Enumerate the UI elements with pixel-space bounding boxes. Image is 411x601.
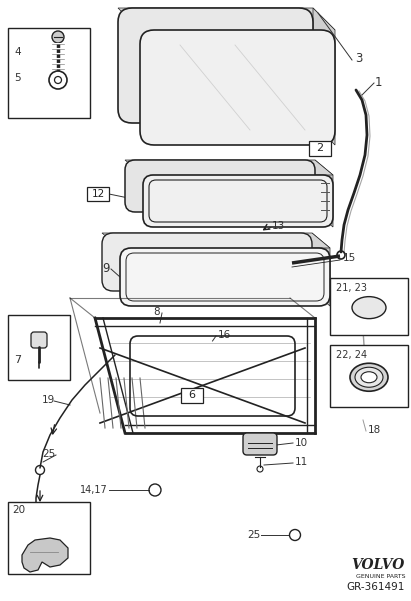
FancyBboxPatch shape [31, 332, 47, 348]
Text: 21, 23: 21, 23 [336, 283, 367, 293]
Text: 5: 5 [14, 73, 21, 83]
Ellipse shape [352, 297, 386, 319]
Text: 19: 19 [42, 395, 55, 405]
Text: 9: 9 [102, 263, 110, 275]
FancyBboxPatch shape [140, 30, 335, 145]
Text: 12: 12 [91, 189, 105, 199]
Bar [8, 28, 90, 118]
Text: 25: 25 [247, 530, 260, 540]
Text: 13: 13 [272, 221, 285, 231]
Bar [8, 315, 70, 380]
Polygon shape [315, 160, 333, 227]
FancyBboxPatch shape [125, 160, 315, 212]
FancyBboxPatch shape [102, 233, 312, 291]
Ellipse shape [361, 372, 377, 383]
Text: 3: 3 [355, 52, 363, 66]
Polygon shape [313, 8, 335, 145]
Polygon shape [312, 233, 330, 306]
Text: 10: 10 [295, 438, 308, 448]
Text: 15: 15 [343, 253, 356, 263]
Text: GENUINE PARTS: GENUINE PARTS [356, 573, 405, 579]
Bar [8, 502, 90, 574]
Circle shape [52, 31, 64, 43]
Polygon shape [102, 233, 330, 248]
Text: 7: 7 [14, 355, 21, 365]
Text: 16: 16 [218, 330, 231, 340]
Text: 14,17: 14,17 [80, 485, 108, 495]
Text: 8: 8 [153, 307, 160, 317]
Ellipse shape [350, 363, 388, 391]
Ellipse shape [355, 367, 383, 387]
Text: GR-361491: GR-361491 [346, 582, 405, 592]
Polygon shape [125, 160, 333, 175]
FancyBboxPatch shape [118, 8, 313, 123]
FancyBboxPatch shape [120, 248, 330, 306]
Bar [330, 345, 408, 407]
Text: 2: 2 [316, 143, 323, 153]
Text: 11: 11 [295, 457, 308, 467]
Text: 4: 4 [14, 47, 21, 57]
Text: 25: 25 [42, 449, 55, 459]
Text: 18: 18 [368, 425, 381, 435]
Bar [87, 187, 109, 201]
FancyBboxPatch shape [243, 433, 277, 455]
Text: VOLVO: VOLVO [352, 558, 405, 572]
Text: 20: 20 [12, 505, 25, 515]
Text: 6: 6 [189, 390, 196, 400]
Polygon shape [22, 538, 68, 572]
Bar [309, 141, 331, 156]
Text: 1: 1 [375, 76, 383, 88]
Polygon shape [118, 8, 335, 30]
FancyBboxPatch shape [143, 175, 333, 227]
Bar [181, 388, 203, 403]
Bar [330, 278, 408, 335]
Text: 22, 24: 22, 24 [336, 350, 367, 360]
